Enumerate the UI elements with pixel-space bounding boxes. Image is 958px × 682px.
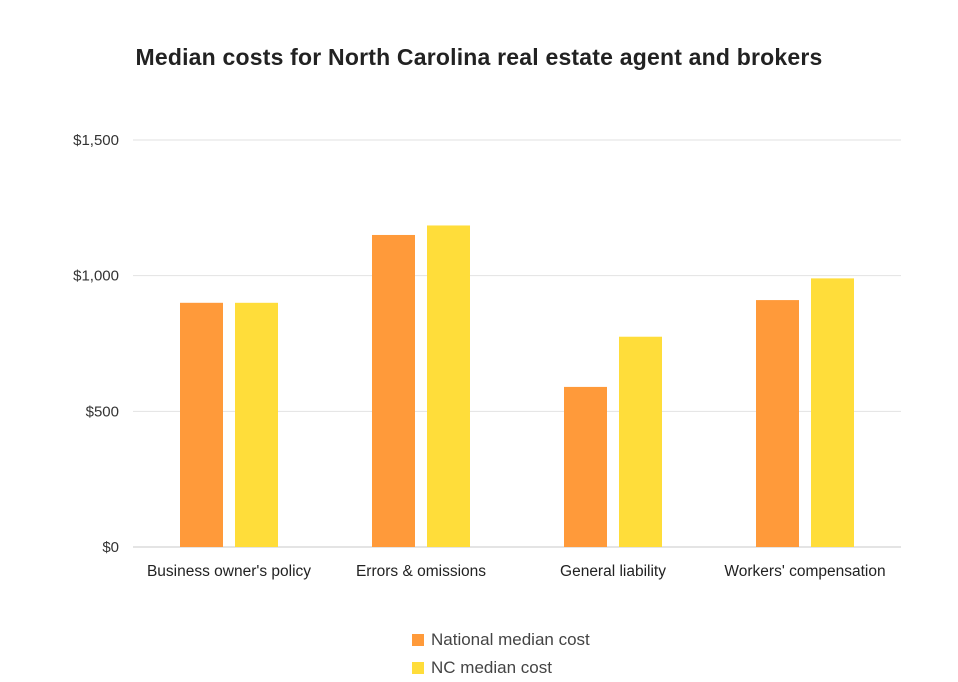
bar-nc (427, 225, 470, 547)
x-tick-label: Workers' compensation (724, 563, 885, 580)
y-tick-label: $0 (102, 539, 119, 556)
legend-swatch-national (412, 634, 424, 646)
x-tick-label: Errors & omissions (356, 563, 486, 580)
bar-nc (811, 278, 854, 547)
legend-swatch-nc (412, 662, 424, 674)
y-tick-label: $1,000 (73, 268, 119, 285)
y-tick-label: $500 (86, 403, 119, 420)
chart-title: Median costs for North Carolina real est… (135, 44, 823, 70)
x-tick-label: General liability (560, 563, 666, 580)
legend-item-nc: NC median cost (412, 654, 590, 682)
bar-nc (235, 302, 278, 547)
bar-chart: $0 $500 $1,000 $1,500 Business owner's polic… (73, 132, 901, 580)
bar-national (756, 300, 799, 547)
bar-national (180, 302, 223, 547)
legend-label-nc: NC median cost (431, 658, 552, 677)
legend: National median cost NC median cost (412, 626, 590, 682)
x-tick-label: Business owner's policy (147, 563, 311, 580)
y-tick-label: $1,500 (73, 132, 119, 149)
bar-national (564, 386, 607, 547)
legend-item-national: National median cost (412, 626, 590, 654)
legend-label-national: National median cost (431, 630, 590, 649)
bar-national (372, 234, 415, 547)
bar-nc (619, 336, 662, 547)
